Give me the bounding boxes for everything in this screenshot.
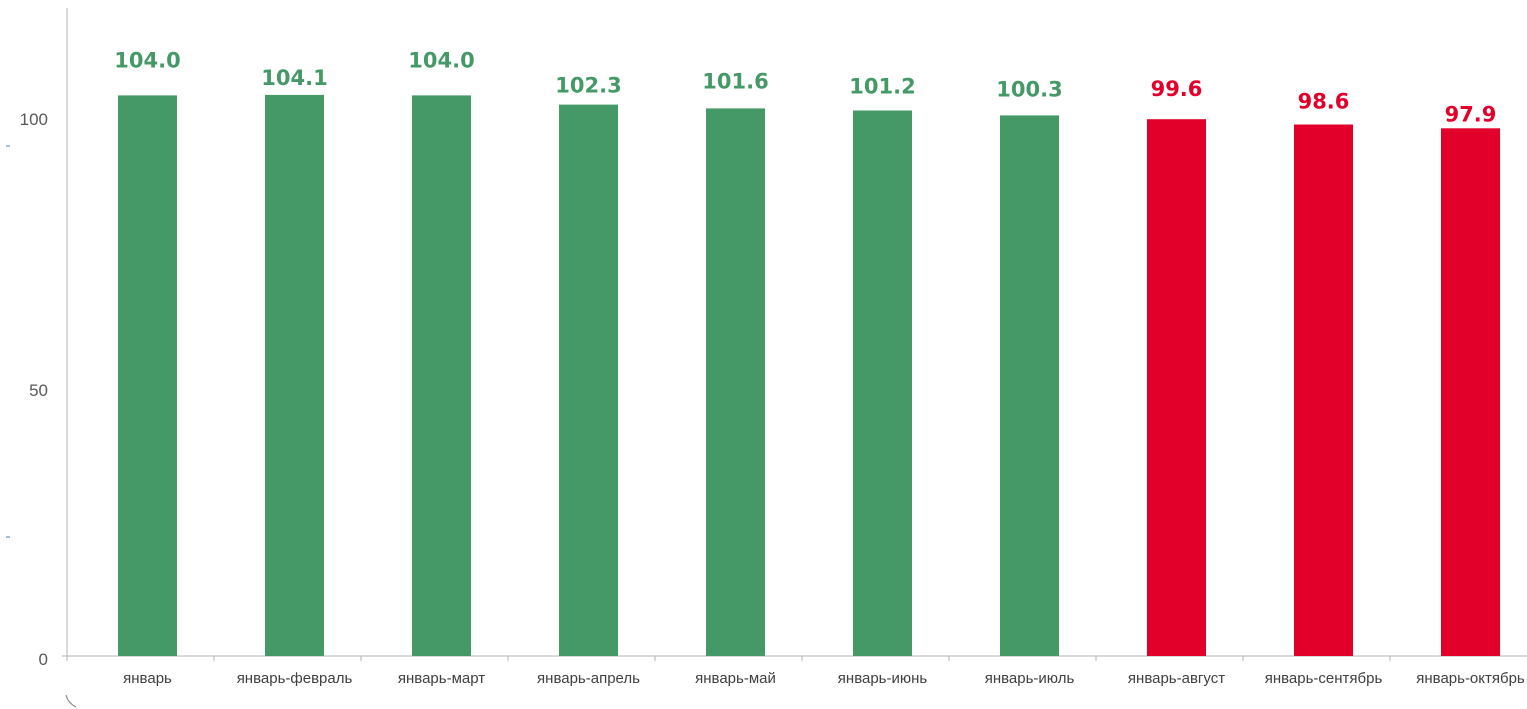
bar-3	[559, 104, 618, 657]
bar-6	[1000, 115, 1059, 656]
bar-8	[1294, 124, 1353, 656]
data-label-7: 99.6	[1151, 77, 1203, 101]
data-label-9: 97.9	[1445, 102, 1497, 126]
bar-2	[412, 95, 471, 656]
category-label-4: январь-май	[695, 670, 776, 687]
bar-7	[1147, 119, 1206, 656]
y-tick-label-0: 0	[39, 650, 48, 669]
data-label-0: 104.0	[114, 48, 180, 72]
category-label-3: январь-апрель	[537, 670, 640, 687]
bar-4	[706, 108, 765, 656]
category-label-1: январь-февраль	[237, 670, 353, 687]
data-label-6: 100.3	[996, 77, 1062, 101]
data-label-3: 102.3	[555, 74, 621, 98]
bar-9	[1441, 128, 1500, 657]
bars-group	[118, 94, 1500, 657]
data-label-2: 104.0	[408, 48, 474, 72]
category-label-8: январь-сентябрь	[1265, 670, 1383, 687]
data-labels-group: 104.0 104.1 104.0 102.3 101.6 101.2 100.3 99.6 9…	[114, 48, 1496, 126]
data-label-8: 98.6	[1298, 90, 1350, 114]
category-label-6: январь-июль	[985, 670, 1075, 687]
category-label-5: январь-июнь	[838, 670, 928, 687]
decorations	[6, 145, 77, 708]
bar-0	[118, 95, 177, 656]
y-tick-label-1: 50	[29, 381, 48, 400]
category-label-9: январь-октябрь	[1416, 670, 1525, 687]
data-label-1: 104.1	[261, 66, 327, 90]
category-labels-group: январь январь-февраль январь-март январь-ап…	[123, 670, 1525, 687]
bar-1	[265, 94, 324, 656]
category-label-0: январь	[123, 670, 172, 687]
y-tick-label-2: 100	[20, 110, 48, 129]
bar-5	[853, 110, 912, 656]
data-label-4: 101.6	[702, 69, 768, 93]
category-label-7: январь-август	[1128, 670, 1225, 687]
corner-curve	[65, 694, 77, 708]
y-axis: 0 50 100	[20, 8, 68, 669]
category-label-2: январь-март	[398, 670, 485, 687]
data-label-5: 101.2	[849, 75, 915, 99]
x-axis	[62, 655, 1527, 661]
